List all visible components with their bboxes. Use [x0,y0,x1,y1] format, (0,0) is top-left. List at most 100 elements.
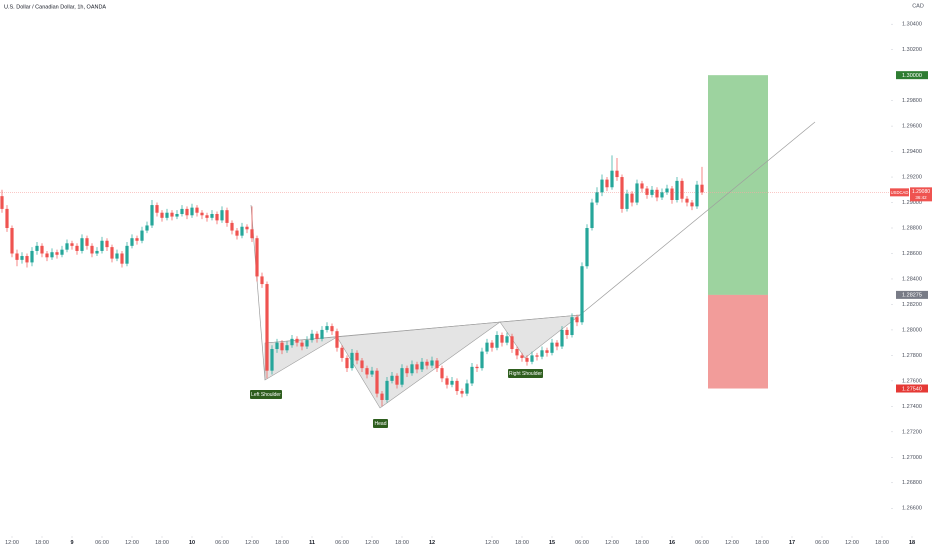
candle-body [635,183,639,203]
last-price-tag [910,187,932,202]
candle-body [20,256,24,260]
y-tick-label: 1.28400 [902,276,922,282]
candle-body [475,366,479,369]
price-tag-label: 1.30000 [902,73,922,79]
y-tick-label: 1.27600 [902,378,922,384]
candle-body [665,188,669,193]
candle-body [235,230,239,236]
candle-body [35,245,39,251]
pattern-label: Right Shoulder [509,371,542,377]
y-tick-label: 1.28200 [902,302,922,308]
y-tick-label: 1.30400 [902,22,922,28]
candle-body [105,240,109,248]
candle-body [610,170,614,188]
candle-body [25,256,29,263]
x-tick-label: 18:00 [515,540,529,546]
candle-body [390,375,394,381]
candle-body [240,226,244,236]
candle-body [495,335,499,348]
candle-body [80,238,84,251]
x-tick-label: 18:00 [635,540,649,546]
candle-body [440,368,444,379]
candle-body [555,342,559,347]
candle-body [330,326,334,332]
pattern-label: Head [375,421,387,427]
label-box [250,390,282,399]
candle-body [585,228,589,267]
candle-body [5,208,9,229]
candle-body [300,342,304,347]
candle-body [565,329,569,336]
candle-body [580,266,584,323]
y-tick-label: 1.27400 [902,404,922,410]
candle-body [570,317,574,336]
x-tick-label: 18:00 [35,540,49,546]
candle-body [460,391,464,394]
x-tick-label: 18:00 [395,540,409,546]
price-tag-label: 1.28275 [902,293,922,299]
price-tag [896,71,928,80]
candle-body [525,357,529,362]
candle-body [455,380,459,392]
candle-body [180,208,184,214]
candle-body [505,336,509,343]
candle-body [385,380,389,400]
candle-body [600,179,604,193]
x-tick-label: 12:00 [125,540,139,546]
candle-body [425,361,429,366]
candle-body [550,342,554,353]
candle-body [625,193,629,209]
candle-body [75,245,79,251]
price-tag-label: 1.27540 [902,386,922,392]
candle-body [360,360,364,369]
candle-body [95,250,99,254]
label-box [373,419,388,428]
candle-body [170,212,174,217]
x-tick-label: 06:00 [815,540,829,546]
candle-body [0,196,4,209]
x-tick-label: 17 [789,540,795,546]
candle-body [270,349,274,371]
candle-body [615,170,619,178]
candle-body [275,342,279,350]
pattern-label: Left Shoulder [251,392,281,398]
candle-body [535,355,539,357]
x-tick-label: 06:00 [695,540,709,546]
candle-body [70,243,74,246]
candle-body [700,184,704,193]
candle-body [470,366,474,384]
candle-body [640,183,644,189]
candle-body [690,202,694,207]
candle-body [255,238,259,277]
y-tick-label: 1.27000 [902,455,922,461]
candle-body [220,210,224,221]
candle-body [500,335,504,343]
candle-body [305,340,309,347]
candle-body [435,360,439,369]
candle-body [670,188,674,200]
y-tick-label: 1.28800 [902,225,922,231]
last-price-label: 1.29080 [912,189,930,195]
candle-body [135,238,139,241]
candle-body [160,212,164,218]
y-tick-label: 1.29800 [902,98,922,104]
y-tick-label: 1.29600 [902,124,922,130]
candle-body [680,180,684,199]
candle-body [200,212,204,216]
candle-body [605,179,609,188]
candle-body [115,253,119,259]
candle-body [450,380,454,385]
candle-body [695,184,699,207]
trend-line [579,121,816,316]
candle-body [55,252,59,255]
currency-label: CAD [912,3,924,9]
candle-body [510,336,514,350]
candle-body [120,253,124,264]
candle-body [630,193,634,203]
candle-body [335,331,339,348]
candle-body [660,192,664,198]
x-tick-label: 10 [189,540,195,546]
candle-body [375,370,379,394]
